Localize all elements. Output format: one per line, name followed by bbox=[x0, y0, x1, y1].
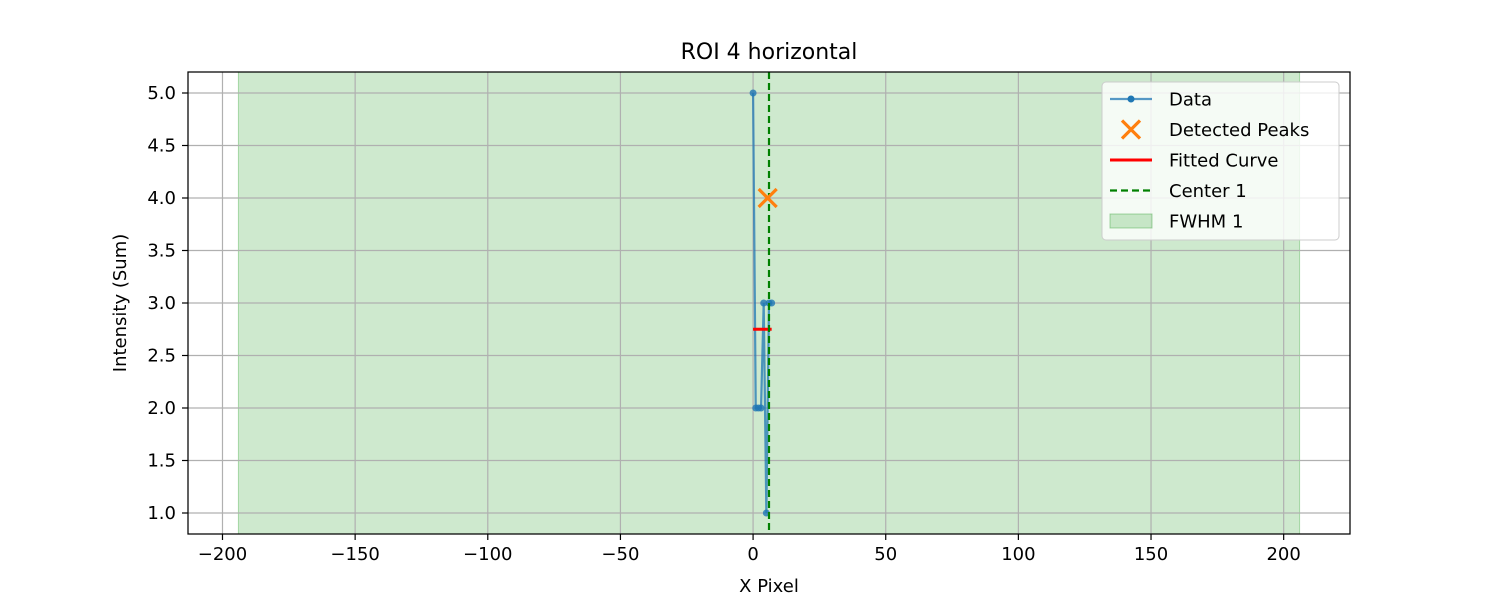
x-tick-label: −150 bbox=[330, 544, 379, 565]
x-tick-label: 50 bbox=[874, 544, 897, 565]
legend-label: Data bbox=[1169, 90, 1212, 111]
series-layer bbox=[749, 72, 778, 534]
x-tick-label: 150 bbox=[1134, 544, 1168, 565]
legend-swatch-data-marker bbox=[1127, 95, 1135, 103]
y-tick-label: 1.0 bbox=[147, 503, 176, 524]
x-tick-label: −200 bbox=[198, 544, 247, 565]
x-tick-label: 200 bbox=[1266, 544, 1300, 565]
legend-swatch-fwhm bbox=[1109, 213, 1153, 229]
y-axis-label: Intensity (Sum) bbox=[110, 234, 131, 372]
y-tick-label: 4.5 bbox=[147, 136, 176, 157]
data-point bbox=[749, 89, 757, 97]
tick-layer: −200 −150 −100 −50 0 50 100 150 200 1.0 1.5 2.0 2.5 3… bbox=[147, 83, 1300, 565]
legend-box bbox=[1101, 81, 1340, 241]
x-tick-label: 100 bbox=[1001, 544, 1035, 565]
x-tick-label: −50 bbox=[601, 544, 639, 565]
y-tick-label: 1.5 bbox=[147, 451, 176, 472]
y-tick-label: 3.5 bbox=[147, 241, 176, 262]
y-tick-label: 3.0 bbox=[147, 293, 176, 314]
x-axis-label: X Pixel bbox=[739, 576, 799, 597]
x-tick-label: 0 bbox=[747, 544, 758, 565]
data-point bbox=[757, 404, 765, 412]
chart-title: ROI 4 horizontal bbox=[681, 40, 858, 65]
y-tick-label: 4.0 bbox=[147, 188, 176, 209]
x-tick-label: −100 bbox=[463, 544, 512, 565]
legend: Data Detected Peaks Fitted Curve Center 1 FW… bbox=[1101, 81, 1340, 241]
y-tick-label: 2.5 bbox=[147, 346, 176, 367]
y-tick-label: 5.0 bbox=[147, 83, 176, 104]
legend-label: Fitted Curve bbox=[1169, 151, 1279, 172]
data-point bbox=[760, 299, 768, 307]
legend-label: Detected Peaks bbox=[1169, 120, 1309, 141]
y-tick-label: 2.0 bbox=[147, 398, 176, 419]
legend-label: FWHM 1 bbox=[1169, 212, 1243, 233]
legend-label: Center 1 bbox=[1169, 181, 1247, 202]
detected-peak-marker bbox=[757, 187, 778, 209]
legend-swatch-peaks bbox=[1120, 119, 1142, 140]
